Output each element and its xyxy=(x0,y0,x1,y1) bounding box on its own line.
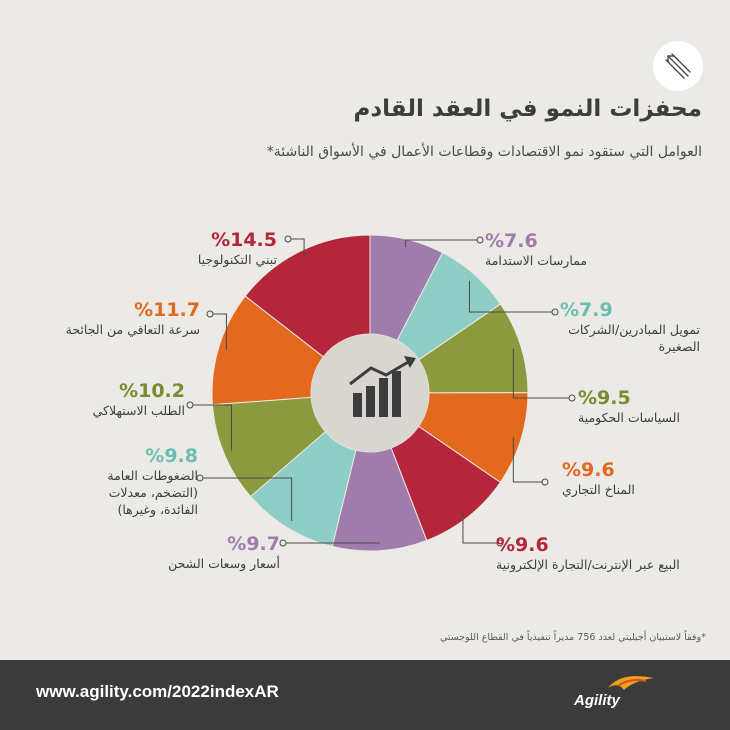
leader-dot xyxy=(206,310,214,318)
leader-dot xyxy=(284,235,292,243)
leader-line xyxy=(468,280,555,313)
value-label: %14.5 xyxy=(211,229,277,251)
footer-bar: www.agility.com/2022indexAR Agility xyxy=(0,660,730,730)
page-title: محفزات النمو في العقد القادم xyxy=(353,96,703,122)
leader-dot xyxy=(186,401,194,409)
leader-dot xyxy=(568,394,576,402)
label-consumer-demand: %10.2 الطلب الاستهلاكي xyxy=(60,380,185,419)
brand-name: Agility xyxy=(574,692,620,709)
category-label: سرعة التعافي من الجائحة xyxy=(65,322,200,337)
category-label: تمويل المبادرين/الشركات الصغيرة xyxy=(568,322,700,354)
label-sme-funding: %7.9 تمويل المبادرين/الشركات الصغيرة xyxy=(560,299,700,355)
value-label: %9.6 xyxy=(562,459,615,481)
category-label: السياسات الحكومية xyxy=(578,410,680,425)
leader-dot xyxy=(476,236,484,244)
donut-chart xyxy=(186,234,576,552)
arrows-logo-icon xyxy=(653,41,703,91)
leader-dot xyxy=(541,478,549,486)
value-label: %9.8 xyxy=(145,445,198,467)
value-label: %7.6 xyxy=(485,230,538,252)
label-ecommerce: %9.6 البيع عبر الإنترنت/التجارة الإلكترو… xyxy=(496,534,696,573)
label-macro-pressures: %9.8 الضغوطات العامة (التضخم، معدلات الف… xyxy=(90,445,198,518)
value-label: %9.6 xyxy=(496,534,549,556)
leader-line xyxy=(512,348,572,399)
footnote: *وفقاً لاستبيان أجيليتي لعدد 756 مديراً … xyxy=(440,632,706,643)
leader-dot xyxy=(279,539,287,547)
category-label: أسعار وسعات الشحن xyxy=(168,556,280,571)
page-subtitle: العوامل التي ستقود نمو الاقتصادات وقطاعا… xyxy=(266,144,702,160)
value-label: %9.5 xyxy=(578,387,631,409)
footer-url: www.agility.com/2022indexAR xyxy=(36,682,279,701)
leader-dot xyxy=(496,539,504,547)
leader-line xyxy=(200,477,293,521)
category-label: المناخ التجاري xyxy=(562,482,635,497)
leader-line xyxy=(288,238,305,259)
label-technology-adoption: %14.5 تبني التكنولوجيا xyxy=(130,229,277,268)
category-label: تبني التكنولوجيا xyxy=(197,252,277,267)
agility-logo: Agility xyxy=(574,676,654,709)
value-label: %11.7 xyxy=(134,299,200,321)
category-label: ممارسات الاستدامة xyxy=(485,253,588,268)
leader-line xyxy=(190,404,232,451)
value-label: %10.2 xyxy=(119,380,185,402)
label-pandemic-recovery: %11.7 سرعة التعافي من الجائحة xyxy=(40,299,200,338)
label-government-policies: %9.5 السياسات الحكومية xyxy=(578,387,702,426)
bar-chart-growth-icon xyxy=(349,356,416,417)
value-label: %7.9 xyxy=(560,299,613,321)
category-label: البيع عبر الإنترنت/التجارة الإلكترونية xyxy=(496,557,680,572)
leader-dot xyxy=(196,474,204,482)
leader-line xyxy=(404,239,480,248)
category-label: الطلب الاستهلاكي xyxy=(92,403,185,418)
label-shipping-rates: %9.7 أسعار وسعات الشحن xyxy=(100,533,280,572)
leader-dot xyxy=(551,308,559,316)
label-business-climate: %9.6 المناخ التجاري xyxy=(562,459,702,498)
category-label: الضغوطات العامة (التضخم، معدلات الفائدة،… xyxy=(107,468,198,517)
leader-line xyxy=(512,437,545,483)
leader-line xyxy=(462,510,500,544)
label-sustainability: %7.6 ممارسات الاستدامة xyxy=(485,230,635,269)
leader-line xyxy=(210,313,227,350)
value-label: %9.7 xyxy=(227,533,280,555)
phoenix-logo-icon xyxy=(608,676,654,690)
